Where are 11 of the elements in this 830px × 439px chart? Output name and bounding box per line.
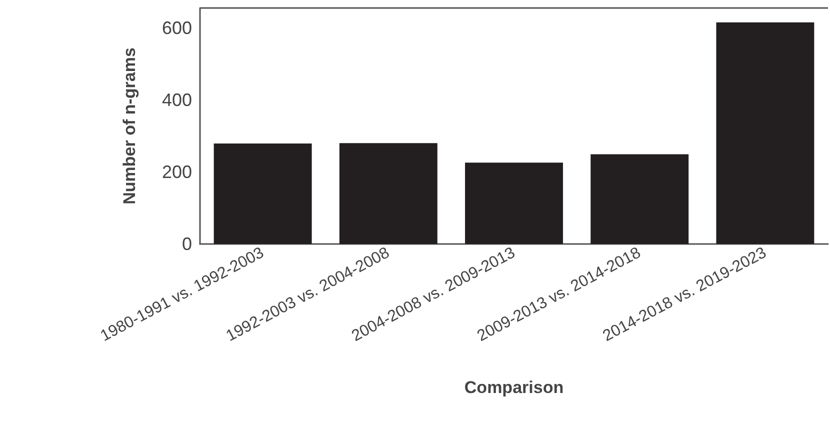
- y-tick-label: 600: [162, 18, 192, 38]
- y-tick-label: 200: [162, 162, 192, 182]
- bar: [465, 162, 563, 244]
- bar: [214, 143, 312, 244]
- bar: [716, 22, 814, 244]
- bar: [339, 143, 438, 244]
- y-axis-title: Number of n-grams: [120, 48, 139, 204]
- y-tick-label: 0: [182, 234, 192, 254]
- x-axis-title: Comparison: [464, 378, 564, 397]
- bar: [590, 154, 689, 244]
- y-tick-label: 400: [162, 90, 192, 110]
